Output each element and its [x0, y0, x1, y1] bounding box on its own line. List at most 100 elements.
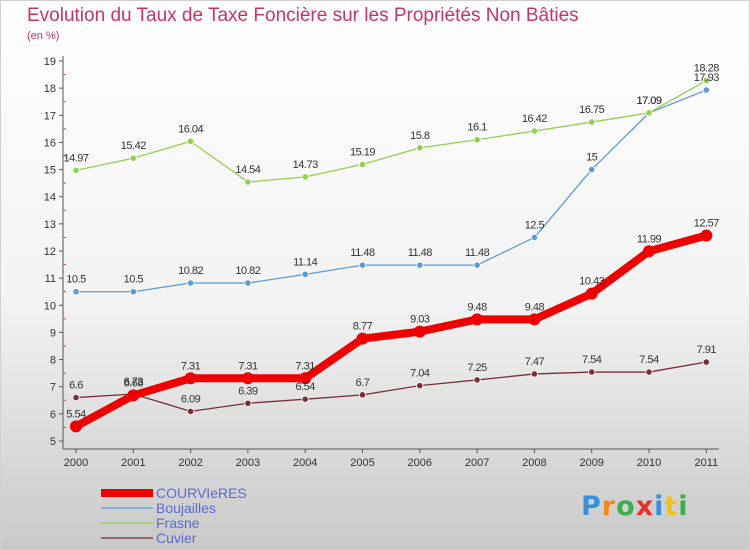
data-point-frasne	[129, 154, 137, 162]
proxiti-logo: Proxiti	[581, 491, 689, 522]
data-label-cuvier: 7.04	[410, 368, 430, 380]
y-tick-label: 17	[44, 110, 56, 122]
data-label-cuvier: 6.6	[69, 380, 83, 392]
x-tick-label: 2000	[64, 457, 88, 469]
data-label-cuvier: 6.73	[124, 376, 144, 388]
data-point-frasne	[645, 109, 653, 117]
data-label-courvieres: 5.54	[66, 408, 86, 420]
x-tick-label: 2003	[236, 457, 260, 469]
y-tick-label: 10	[44, 300, 56, 312]
data-point-boujailles	[72, 288, 80, 296]
x-tick-label: 2004	[293, 457, 317, 469]
data-point-cuvier	[588, 368, 596, 376]
chart-subtitle: (en %)	[27, 30, 60, 42]
x-tick-label: 2008	[522, 457, 546, 469]
data-point-boujailles	[588, 165, 596, 174]
data-point-cuvier	[702, 358, 710, 366]
data-point-boujailles	[187, 279, 195, 287]
data-label-frasne: 15.19	[350, 146, 375, 158]
x-tick-label: 2009	[579, 457, 603, 469]
data-label-cuvier: 7.54	[582, 354, 602, 366]
data-label-cuvier: 6.54	[295, 381, 315, 393]
x-tick-label: 2005	[350, 457, 374, 469]
data-label-courvieres: 11.99	[637, 233, 662, 245]
data-point-courvieres	[241, 372, 254, 385]
data-point-frasne	[244, 178, 252, 186]
data-point-frasne	[358, 160, 367, 169]
y-tick-label: 14	[44, 192, 56, 204]
legend-label: COURVIeRES	[156, 485, 247, 501]
data-point-cuvier	[416, 382, 424, 390]
data-point-boujailles	[702, 86, 710, 94]
data-label-cuvier: 6.39	[238, 385, 258, 397]
data-label-cuvier: 7.54	[639, 354, 659, 366]
data-label-frasne: 15.8	[410, 130, 430, 142]
data-label-boujailles: 11.48	[350, 247, 375, 259]
data-point-cuvier	[473, 376, 481, 384]
data-point-cuvier	[72, 393, 80, 402]
data-point-frasne	[416, 144, 424, 152]
data-point-boujailles	[358, 261, 367, 269]
data-label-cuvier: 6.7	[356, 377, 370, 389]
data-point-frasne	[72, 166, 80, 174]
data-point-cuvier	[244, 399, 252, 407]
series-line-cuvier	[75, 361, 707, 413]
data-label-cuvier: 7.25	[467, 362, 487, 374]
data-point-courvieres	[184, 372, 197, 385]
x-tick-label: 2010	[637, 457, 661, 469]
data-point-courvieres	[413, 325, 426, 338]
data-point-courvieres	[356, 332, 369, 345]
data-label-courvieres: 9.48	[467, 301, 487, 313]
data-label-frasne: 17.09	[636, 95, 661, 107]
data-point-boujailles	[473, 261, 481, 269]
data-label-frasne: 15.42	[121, 140, 146, 152]
data-label-courvieres: 7.31	[238, 360, 258, 372]
data-label-courvieres: 7.31	[295, 360, 315, 372]
data-point-courvieres	[299, 372, 312, 385]
data-label-cuvier: 7.47	[525, 356, 545, 368]
data-point-courvieres	[70, 420, 82, 433]
y-tick-label: 16	[44, 137, 56, 149]
series-line-boujailles	[76, 89, 707, 293]
data-label-courvieres: 12.57	[694, 218, 719, 230]
data-point-boujailles	[416, 261, 424, 269]
legend-label: Frasne	[156, 515, 200, 531]
chart-title: Evolution du Taux de Taxe Foncière sur l…	[27, 5, 579, 26]
y-tick-label: 6	[50, 409, 56, 421]
y-tick-label: 7	[50, 382, 56, 394]
data-point-courvieres	[528, 313, 541, 326]
data-label-courvieres: 7.31	[181, 360, 201, 372]
y-tick-label: 5	[50, 436, 56, 448]
data-label-cuvier: 7.91	[697, 344, 717, 356]
data-label-boujailles: 17.09	[636, 95, 661, 107]
data-label-courvieres: 9.48	[525, 301, 545, 313]
data-point-cuvier	[530, 370, 539, 378]
data-point-cuvier	[187, 407, 195, 416]
x-tick-label: 2007	[465, 457, 489, 469]
data-label-frasne: 14.54	[235, 164, 260, 176]
series-line-frasne	[75, 79, 707, 183]
data-label-courvieres: 6.68	[124, 377, 144, 389]
data-point-courvieres	[127, 389, 140, 402]
data-point-frasne	[187, 137, 195, 145]
data-label-frasne: 16.04	[178, 123, 203, 135]
data-point-frasne	[588, 118, 596, 126]
data-label-boujailles: 17.93	[694, 72, 719, 84]
x-tick-label: 2001	[121, 457, 145, 469]
data-point-cuvier	[358, 391, 367, 399]
y-tick-label: 18	[44, 83, 56, 95]
data-label-boujailles: 11.14	[293, 256, 318, 268]
data-label-courvieres: 9.03	[410, 314, 430, 326]
data-label-boujailles: 10.5	[124, 274, 144, 286]
data-point-boujailles	[129, 288, 137, 296]
data-point-boujailles	[530, 233, 539, 242]
y-tick-label: 12	[44, 246, 56, 258]
data-label-boujailles: 10.82	[235, 265, 260, 277]
y-tick-label: 19	[44, 56, 56, 68]
data-point-frasne	[530, 127, 539, 135]
series-line-courvieres	[74, 231, 708, 430]
legend-label: Cuvier	[156, 530, 197, 546]
data-label-courvieres: 10.43	[579, 276, 604, 288]
